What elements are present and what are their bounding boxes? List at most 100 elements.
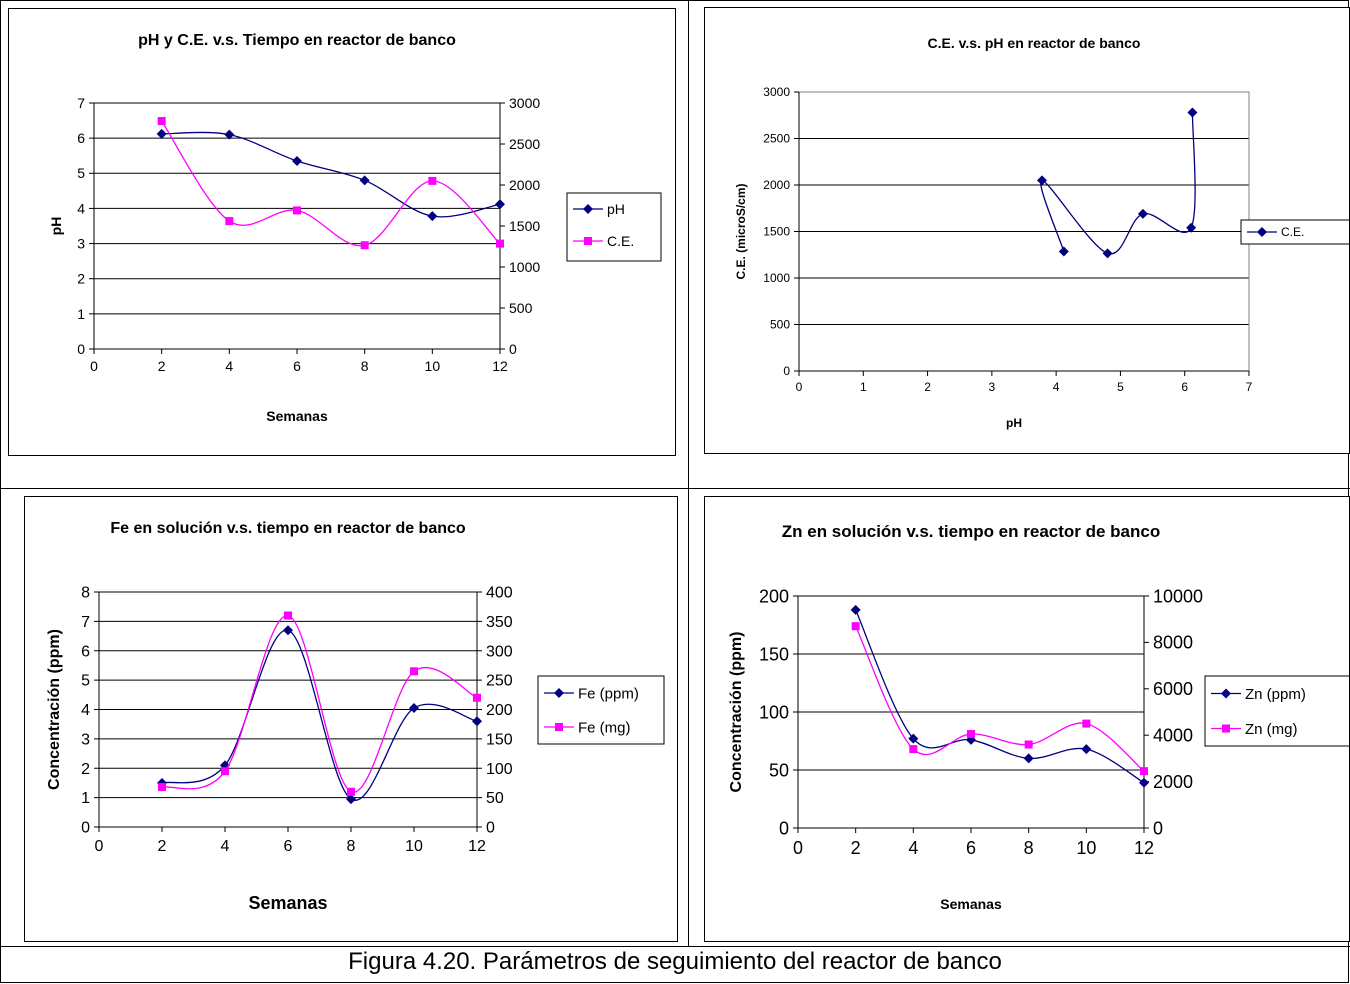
data-point [1139,777,1149,788]
y-tick-label: 5 [77,165,85,181]
y-tick-label: 5 [81,673,90,690]
y2-tick-label: 250 [486,673,513,690]
y-tick-label: 3000 [763,85,790,99]
y-axis-title: Concentración (ppm) [728,632,745,793]
x-tick-label: 4 [225,358,233,374]
y-tick-label: 0 [81,820,90,837]
y-axis-title: C.E. (microS/cm) [734,183,748,279]
data-point [1137,208,1148,219]
data-point [1102,248,1113,259]
x-tick-label: 2 [924,380,931,394]
x-tick-label: 5 [1117,380,1124,394]
data-point [284,611,292,620]
data-point [346,794,356,805]
data-point [347,787,355,796]
chart-svg: pH y C.E. v.s. Tiempo en reactor de banc… [48,32,662,424]
series-1 [157,117,504,250]
data-point [221,767,229,776]
chart-svg: Fe en solución v.s. tiempo en reactor de… [46,520,665,913]
data-point [1082,719,1091,728]
series-1 [851,622,1148,776]
data-point [1186,222,1197,233]
x-tick-label: 4 [1053,380,1060,394]
y-tick-label: 200 [759,586,789,606]
x-tick-label: 12 [468,838,486,855]
x-tick-label: 3 [989,380,996,394]
y-tick-label: 0 [779,818,789,838]
data-point [472,716,482,727]
data-point [1024,740,1033,749]
series-line [161,629,478,801]
x-tick-label: 0 [793,838,803,858]
series-0 [157,625,482,805]
chart-fe-time: Fe en solución v.s. tiempo en reactor de… [24,496,678,942]
legend-label: Fe (ppm) [578,685,639,702]
data-point [495,199,505,210]
legend-label: Zn (ppm) [1245,686,1306,703]
data-point [496,239,504,248]
y-tick-label: 0 [77,341,85,357]
data-point [293,206,301,215]
x-tick-label: 10 [1076,838,1096,858]
data-point [554,688,564,698]
series-1 [158,611,481,796]
x-tick-label: 0 [90,358,98,374]
x-tick-label: 6 [284,838,293,855]
data-point [851,622,860,631]
series-line [161,120,501,247]
data-point [359,175,370,186]
x-tick-label: 6 [1181,380,1188,394]
x-tick-label: 6 [966,838,976,858]
y-tick-label: 4 [81,702,90,719]
series-0 [850,604,1149,788]
data-point [224,129,235,140]
data-point [850,604,861,615]
legend-box [1204,675,1349,747]
y2-tick-label: 2000 [509,177,540,193]
chart-title: C.E. v.s. pH en reactor de banco [928,35,1141,51]
data-point [909,745,918,754]
y2-tick-label: 500 [509,300,533,316]
horizontal-divider [0,488,1350,489]
x-tick-label: 12 [1134,838,1154,858]
x-axis-title: Semanas [248,893,327,913]
y-tick-label: 7 [81,614,90,631]
y-axis-title: pH [48,217,64,236]
x-tick-label: 0 [796,380,803,394]
data-point [1257,227,1267,237]
data-point [583,204,593,214]
x-tick-label: 2 [158,838,167,855]
chart-title: Zn en solución v.s. tiempo en reactor de… [782,522,1160,541]
y2-tick-label: 0 [486,820,495,837]
data-point [555,723,563,731]
y2-tick-label: 10000 [1153,586,1203,606]
legend-label: Zn (mg) [1245,721,1298,738]
data-point [158,783,166,792]
data-point [908,733,919,744]
x-tick-label: 10 [425,358,441,374]
series-0 [1037,107,1198,259]
y2-tick-label: 150 [486,731,513,748]
x-tick-label: 8 [347,838,356,855]
chart-ph-ce-time: pH y C.E. v.s. Tiempo en reactor de banc… [8,8,676,456]
data-point [156,128,167,139]
chart-zn-time: Zn en solución v.s. tiempo en reactor de… [704,496,1350,942]
y-tick-label: 7 [77,95,85,111]
y2-tick-label: 2000 [1153,772,1193,792]
series-line [855,609,1145,784]
y2-tick-label: 350 [486,614,513,631]
y2-tick-label: 1500 [509,218,540,234]
data-point [966,734,976,745]
chart-svg: C.E. v.s. pH en reactor de banco 0 500 1000… [734,35,1349,430]
data-point [427,211,438,222]
x-tick-label: 0 [95,838,104,855]
y-tick-label: 8 [81,585,90,602]
y-axis-title: Concentración (ppm) [46,629,63,790]
y-tick-label: 1 [81,790,90,807]
y2-tick-label: 100 [486,761,513,778]
y2-tick-label: 50 [486,790,504,807]
x-tick-label: 6 [293,358,301,374]
y2-tick-label: 6000 [1153,679,1193,699]
y-tick-label: 4 [77,200,85,216]
y-tick-label: 500 [770,318,790,332]
